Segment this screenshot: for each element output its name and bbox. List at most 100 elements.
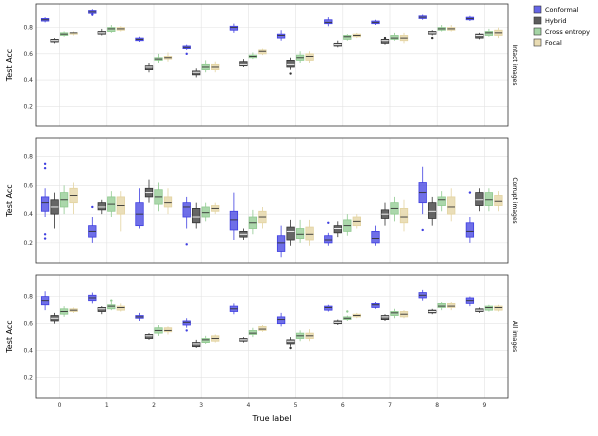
box-conformal-8 xyxy=(418,14,427,20)
outlier-point xyxy=(421,228,424,232)
box-cross-entropy-9 xyxy=(484,28,494,37)
outlier-point xyxy=(110,299,113,302)
outlier-point xyxy=(327,221,330,224)
box-body xyxy=(428,202,437,219)
x-tick-label: 5 xyxy=(294,402,298,409)
box-conformal-2 xyxy=(135,312,144,321)
box-body xyxy=(276,33,286,39)
box-conformal-6 xyxy=(324,17,333,27)
box-cross-entropy-2 xyxy=(154,53,163,64)
box-body xyxy=(97,202,106,211)
box-conformal-4 xyxy=(229,23,239,33)
x-tick-label: 3 xyxy=(199,402,203,409)
panel-1: 0.2 0.4 0.6 0.8 Intact images Test Acc xyxy=(5,3,518,127)
box-cross-entropy-8 xyxy=(437,191,446,212)
y-tick-label: 0.2 xyxy=(23,103,33,110)
box-body xyxy=(447,302,456,308)
box-body xyxy=(107,304,116,310)
box-focal-1 xyxy=(116,303,125,312)
box-focal-4 xyxy=(258,206,267,229)
y-tick-label: 0.2 xyxy=(23,240,33,247)
box-focal-9 xyxy=(494,27,503,39)
box-body xyxy=(437,302,446,308)
box-cross-entropy-6 xyxy=(343,34,352,41)
box-hybrid-4 xyxy=(239,59,248,67)
box-body xyxy=(201,338,210,343)
box-hybrid-8 xyxy=(428,196,437,226)
box-body xyxy=(324,305,333,311)
outlier-point xyxy=(43,233,47,236)
box-focal-4 xyxy=(258,48,267,56)
y-axis-label: Test Acc xyxy=(5,320,14,353)
box-conformal-5 xyxy=(276,225,286,258)
box-conformal-8 xyxy=(418,289,427,301)
box-body xyxy=(40,196,50,212)
box-body xyxy=(116,305,125,311)
outlier-point xyxy=(468,191,472,194)
x-axis-label: True label xyxy=(252,414,292,423)
box-body xyxy=(258,325,267,331)
box-cross-entropy-3 xyxy=(201,60,210,73)
box-conformal-4 xyxy=(229,192,239,241)
box-body xyxy=(380,39,390,44)
panel-border xyxy=(35,137,509,264)
legend-swatch xyxy=(533,5,542,14)
box-body xyxy=(380,315,390,321)
y-tick-label: 0.6 xyxy=(23,182,33,189)
box-conformal-5 xyxy=(276,30,286,41)
box-conformal-9 xyxy=(465,217,475,243)
x-tick-label: 7 xyxy=(388,402,392,409)
box-focal-7 xyxy=(399,32,409,44)
box-body xyxy=(324,235,333,244)
box-body xyxy=(229,210,239,231)
box-focal-3 xyxy=(211,61,220,73)
box-hybrid-5 xyxy=(286,57,295,70)
y-tick-label: 0.2 xyxy=(23,375,33,382)
box-hybrid-1 xyxy=(97,199,106,215)
box-conformal-3 xyxy=(182,318,191,328)
legend-swatch xyxy=(533,16,542,25)
box-body xyxy=(465,222,475,238)
box-hybrid-8 xyxy=(428,308,437,315)
box-body xyxy=(371,230,380,244)
box-conformal-7 xyxy=(371,302,380,309)
box-cross-entropy-0 xyxy=(59,306,69,317)
box-conformal-0 xyxy=(40,291,50,311)
legend-swatch xyxy=(533,27,542,36)
box-cross-entropy-5 xyxy=(295,219,305,243)
box-focal-2 xyxy=(163,52,173,62)
box-focal-3 xyxy=(211,202,220,215)
outlier-point xyxy=(43,162,47,166)
box-focal-5 xyxy=(305,219,314,246)
box-body xyxy=(399,208,409,224)
x-tick-label: 0 xyxy=(58,402,62,409)
y-axis-label: Test Acc xyxy=(5,184,14,217)
box-body xyxy=(333,225,342,234)
box-body xyxy=(97,307,106,312)
facet-strip-label: All images xyxy=(511,321,518,352)
box-body xyxy=(390,311,399,316)
outlier-point xyxy=(43,237,47,240)
box-cross-entropy-1 xyxy=(107,24,116,33)
facet-strip-label: Intact images xyxy=(511,45,518,86)
x-tick-label: 1 xyxy=(105,402,109,409)
legend-label-focal: Focal xyxy=(545,39,562,47)
box-focal-7 xyxy=(399,199,409,232)
box-body xyxy=(286,226,295,241)
box-hybrid-0 xyxy=(50,38,59,44)
box-conformal-1 xyxy=(88,217,97,243)
box-conformal-9 xyxy=(465,296,475,307)
box-hybrid-5 xyxy=(286,337,295,347)
box-body xyxy=(192,342,201,348)
box-focal-6 xyxy=(352,312,361,319)
box-cross-entropy-9 xyxy=(484,188,494,212)
box-conformal-5 xyxy=(276,312,286,327)
y-tick-label: 0.6 xyxy=(23,321,33,328)
box-focal-1 xyxy=(116,191,125,232)
box-body xyxy=(192,208,201,224)
y-axis-label: Test Acc xyxy=(5,49,14,82)
box-body xyxy=(305,226,314,241)
box-conformal-7 xyxy=(371,225,380,246)
panel-2: 0.2 0.4 0.6 0.8 Corrupt images Test Acc xyxy=(5,137,518,264)
box-cross-entropy-3 xyxy=(201,335,210,344)
